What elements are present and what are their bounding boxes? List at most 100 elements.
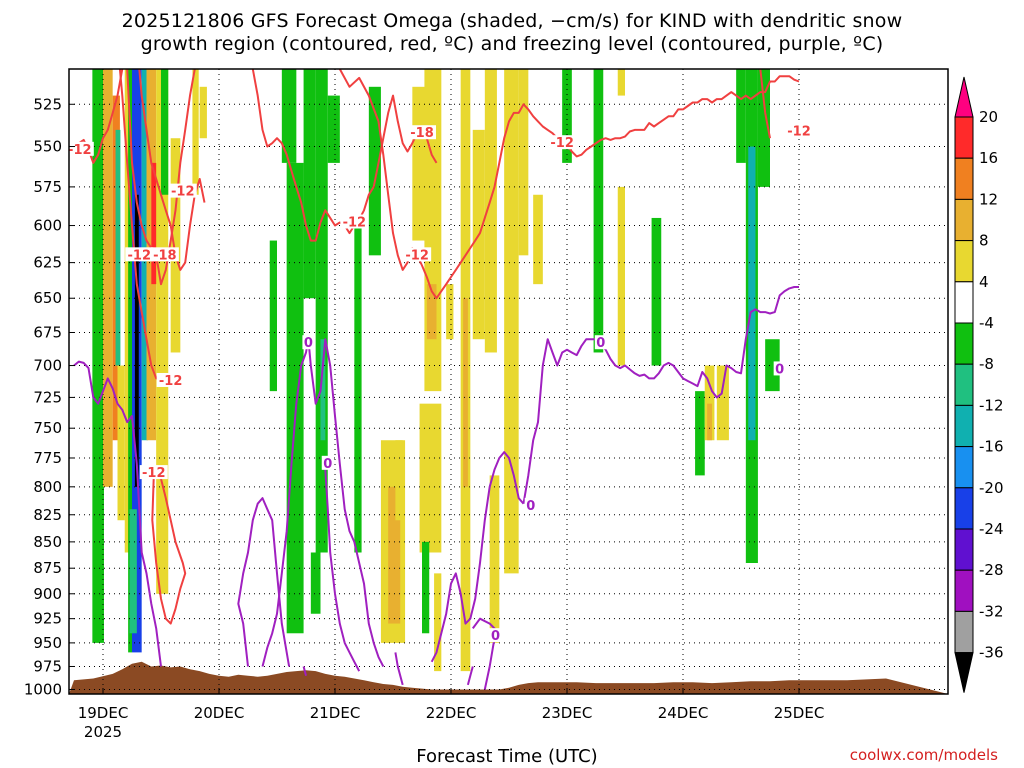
dgz-label-bg-6 [408,125,436,140]
colorbar-box-9 [954,446,974,489]
y-tick-label-950: 950 [33,634,62,652]
y-axis: 525 550 575 600 625 650 675 700 725 750 775 800 825 8… [24,95,75,698]
chart-title-line2: growth region (contoured, red, ºC) and f… [140,33,884,55]
freezing-label-bg-1 [321,455,334,470]
dgz-label-bg-5 [139,465,168,480]
freezing-label-2: 0 [526,499,535,514]
plot-frame [68,68,949,695]
omega-patch-23 [320,339,326,441]
y-tick-label-775: 775 [33,449,62,467]
omega-patch-0 [92,69,104,643]
terrain [69,661,948,694]
freezing-label-bg-2 [524,497,537,512]
colorbar-box-1 [954,116,974,159]
omega-patch-6 [128,69,132,653]
colorbar-top-arrow [954,76,974,118]
omega-patch-24 [327,95,340,163]
freezing-label-1: 0 [323,457,332,472]
freezing-contour-1 [237,497,291,667]
colorbar-box-4 [954,240,974,283]
x-tick-label-19DEC: 19DEC [78,704,129,722]
x-year-label: 2025 [84,723,122,741]
omega-patch-3 [115,129,121,366]
dgz-label-9: -12 [550,136,574,151]
y-tick-label-575: 575 [33,178,62,196]
y-tick-label-925: 925 [33,610,62,628]
y-tick-label-1000: 1000 [24,680,62,698]
x-tick-label-23DEC: 23DEC [542,704,593,722]
freezing-label-bg-5 [773,361,786,376]
freezing-label-0: 0 [304,336,313,351]
colorbar-label-10: -24 [979,520,1004,538]
colorbar-label-12: -32 [979,602,1004,620]
x-tick-label-21DEC: 21DEC [310,704,361,722]
y-tick-label-750: 750 [33,419,62,437]
freezing-contours [73,286,799,690]
omega-patch-27 [368,86,381,256]
omega-patch-36 [434,573,442,672]
dgz-label-bg-8 [403,247,432,262]
freezing-contour-4 [430,451,525,663]
omega-patch-4 [117,365,125,521]
omega-patch-37 [446,284,454,340]
colorbar-label-11: -28 [979,561,1004,579]
dgz-label-4: -12 [159,374,183,389]
omega-patch-55 [736,69,746,163]
dgz-label-bg-9 [548,135,577,150]
omega-patch-8 [134,194,139,487]
freezing-contour-9 [466,666,474,686]
dgz-label-bg-7 [340,214,369,229]
freezing-contour-3 [324,469,361,672]
freezing-contour-0 [73,360,162,667]
colorbar: 20 16 12 8 4 -4 -8 -12 -16 -20 -24 -28 -32 -36 [954,76,1004,693]
y-tick-label-850: 850 [33,533,62,551]
freezing-label-bg-3 [489,628,502,643]
omega-patch-20 [269,240,277,392]
dgz-label-bg-1 [168,183,197,198]
colorbar-box-6 [954,322,974,365]
dgz-contours [73,68,800,625]
x-axis-title: Forecast Time (UTC) [416,746,598,767]
omega-patch-10 [129,509,137,634]
chart-title-line1: 2025121806 GFS Forecast Omega (shaded, −… [121,10,903,32]
colorbar-bottom-arrow [954,652,974,693]
omega-patch-49 [617,186,625,366]
dgz-label-2: -12 [128,248,152,263]
x-tick-label-22DEC: 22DEC [426,704,477,722]
y-tick-label-525: 525 [33,95,62,113]
omega-patch-26 [354,225,362,553]
freezing-contour-2 [261,338,385,667]
omega-patch-15 [170,138,181,353]
freezing-contour-8 [599,286,799,399]
colorbar-label-13: -36 [979,644,1004,662]
omega-patch-34 [419,403,442,553]
omega-patch-25 [310,552,321,614]
dgz-contour-7 [759,68,771,139]
colorbar-box-13 [954,610,974,654]
omega-patch-46 [562,69,572,163]
dgz-contour-4 [151,474,187,625]
freezing-label-4: 0 [596,336,605,351]
dgz-label-bg-3 [150,247,179,262]
dgz-label-bg-4 [156,372,185,387]
omega-patch-59 [765,339,780,392]
omega-patch-19 [286,162,304,634]
y-tick-label-600: 600 [33,217,62,235]
omega-patch-29 [388,486,401,624]
omega-patch-13 [156,69,169,594]
dgz-label-3: -18 [153,248,177,263]
colorbar-label-3: 8 [979,232,989,250]
colorbar-label-7: -12 [979,396,1004,414]
dgz-label-10: -12 [787,125,811,140]
omega-patch-57 [748,146,756,441]
colorbar-box-5 [954,281,974,324]
credit-link[interactable]: coolwx.com/models [849,746,998,764]
colorbar-box-2 [954,157,974,200]
y-tick-label-800: 800 [33,478,62,496]
omega-patch-58 [757,69,770,187]
dgz-label-bg-10 [785,123,813,138]
omega-patch-17 [199,86,207,139]
colorbar-box-12 [954,569,974,612]
omega-patch-32 [424,69,442,392]
